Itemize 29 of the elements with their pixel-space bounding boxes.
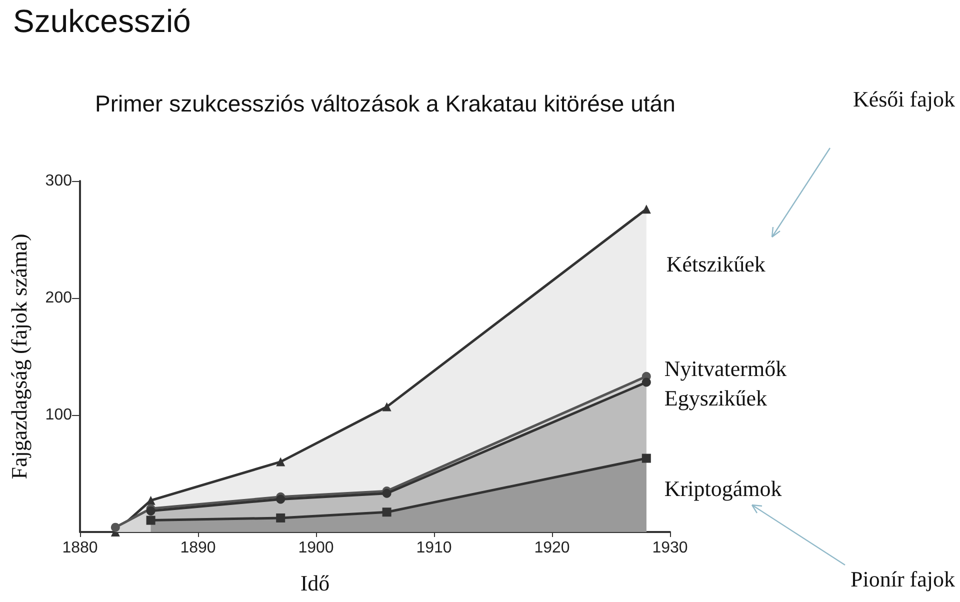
point (642, 378, 651, 387)
x-tick-label: 1880 (62, 540, 98, 556)
point (382, 402, 392, 412)
point (276, 494, 286, 504)
y-tick-label: 300 (45, 172, 72, 190)
x-tick-label: 1900 (298, 540, 334, 556)
chart-title: Szukcesszió (13, 3, 191, 39)
series-label: Egyszikűek (664, 386, 768, 411)
series-label: Kétszikűek (666, 252, 766, 277)
point (276, 513, 286, 522)
text: Késői fajok (852, 86, 955, 112)
y-tick-label: 200 (45, 290, 72, 306)
x-tick-label: 1920 (534, 540, 570, 556)
y-tick-label: 100 (45, 406, 72, 424)
x-tick-label: 1910 (416, 540, 452, 556)
point (110, 522, 120, 532)
series-label: Kriptogámok (664, 476, 782, 501)
point (382, 508, 392, 517)
chart-subtitle: Primer szukcessziós változások a Krakatau kitörése után (95, 90, 676, 116)
x-tick-label: 1930 (652, 540, 688, 556)
x-axis-title: Idő (300, 570, 330, 596)
y-axis-title: Fajgazdagság (fajok száma) (6, 234, 32, 480)
text: Pionír fajok (850, 566, 956, 592)
point (146, 516, 156, 525)
series-label: Nyitvatermők (664, 356, 787, 381)
x-tick-label: 1890 (180, 540, 216, 556)
point (276, 457, 286, 466)
point (642, 204, 651, 214)
point (642, 454, 651, 463)
